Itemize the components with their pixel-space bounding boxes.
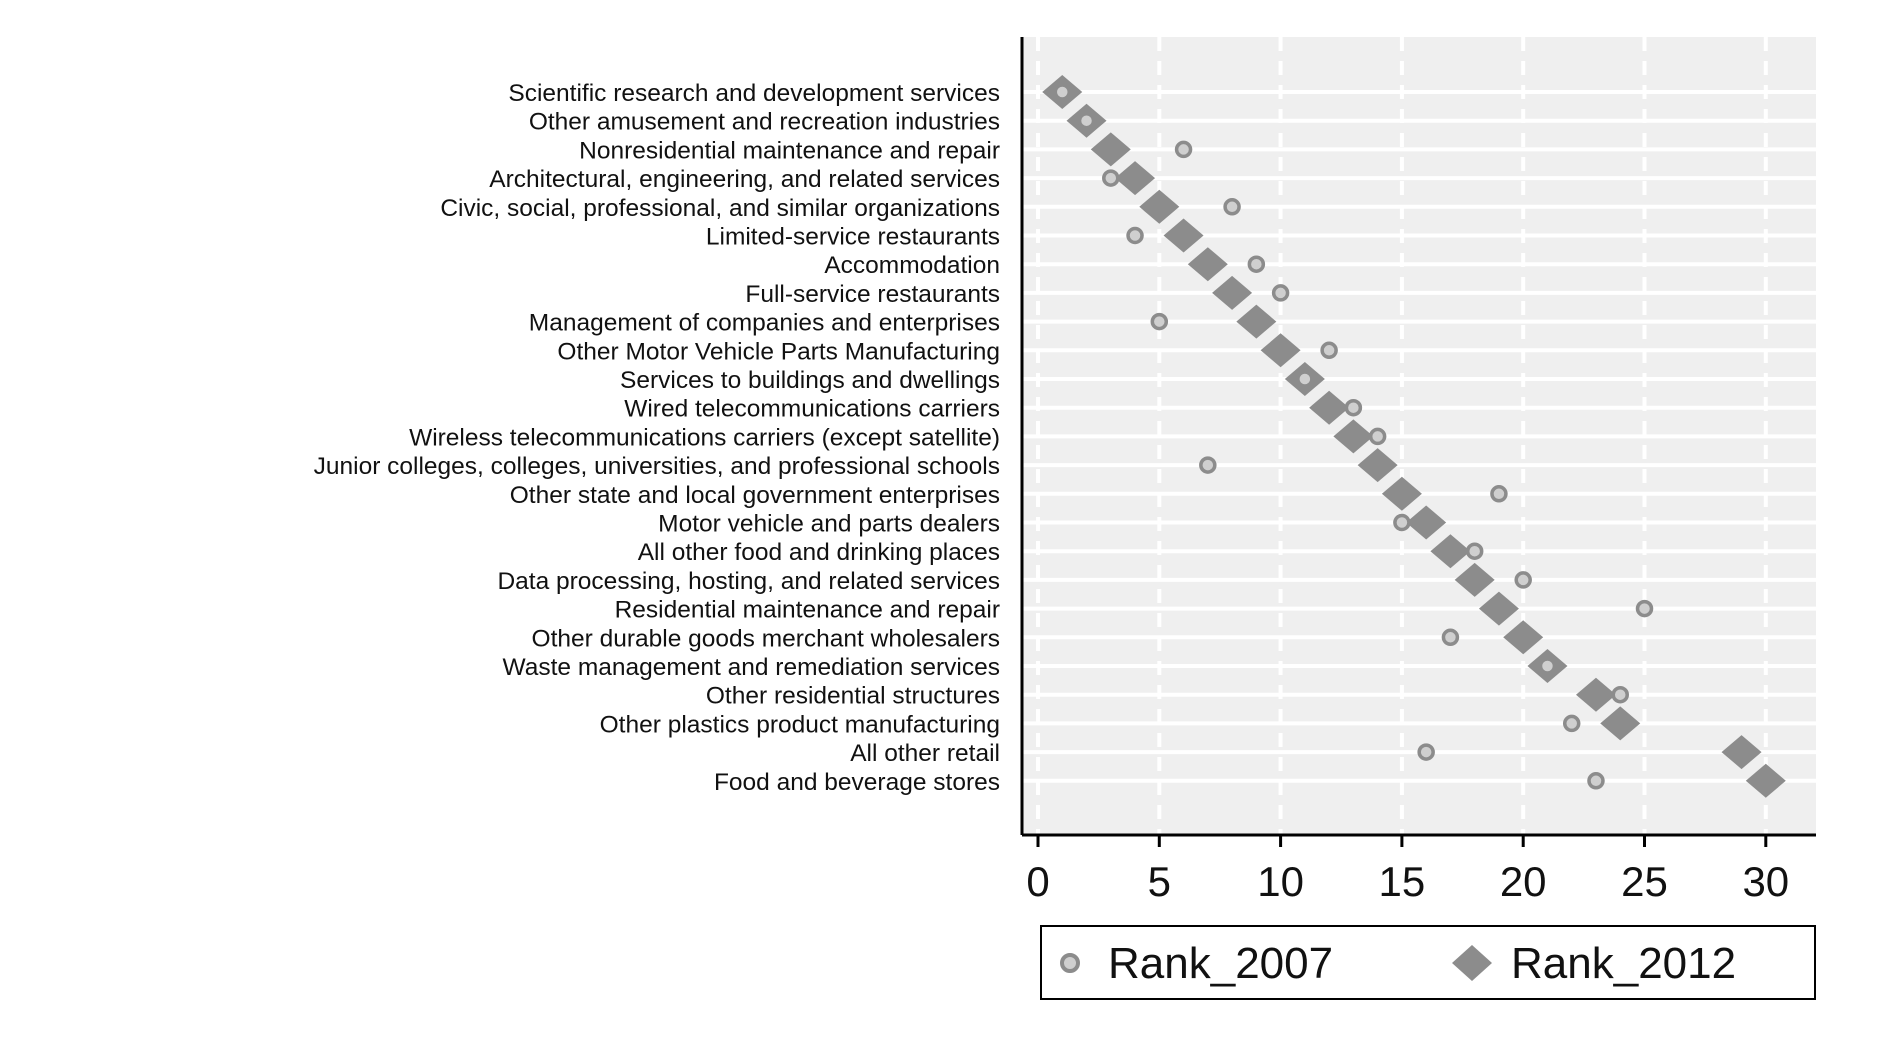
category-label: Other Motor Vehicle Parts Manufacturing	[557, 338, 1000, 365]
rank-2007-point	[1320, 341, 1338, 360]
rank-2007-point	[1102, 169, 1120, 187]
rank-2007-point	[1150, 312, 1169, 331]
rank-2007-point	[1344, 398, 1363, 417]
rank-2007-point	[1271, 284, 1290, 302]
rank-2012-point	[1721, 735, 1762, 770]
rank-2007-point	[1635, 599, 1654, 618]
category-label: Other amusement and recreation industrie…	[529, 109, 1000, 136]
rank-2012-point	[1333, 419, 1374, 454]
category-label: All other retail	[850, 740, 1000, 767]
legend-rank-2012-marker	[1452, 945, 1492, 981]
rank-2007-point	[1296, 370, 1314, 388]
category-label: Civic, social, professional, and similar…	[440, 195, 1000, 222]
rank-2007-point	[1538, 657, 1557, 675]
rank-2012-point	[1357, 448, 1398, 483]
category-label: Other state and local government enterpr…	[510, 482, 1000, 509]
category-label: Waste management and remediation service…	[502, 654, 1000, 681]
rank-2007-point	[1174, 140, 1193, 159]
rank-2007-point	[1611, 685, 1629, 704]
rank-2012-point	[1430, 534, 1471, 569]
rank-2012-point	[1309, 390, 1350, 425]
category-label: Data processing, hosting, and related se…	[497, 568, 1000, 595]
category-label: Other residential structures	[706, 683, 1000, 710]
category-label: Food and beverage stores	[714, 769, 1000, 796]
rank-2012-point	[1478, 591, 1519, 626]
rank-2007-point	[1077, 111, 1096, 130]
category-label: Accommodation	[824, 252, 1000, 279]
legend: Rank_2007 Rank_2012	[1040, 925, 1816, 1000]
category-label: Residential maintenance and repair	[615, 597, 1000, 624]
rank-2012-point	[1163, 218, 1204, 253]
rank-2007-point	[1587, 772, 1605, 790]
series-rank-2012	[1042, 75, 1786, 798]
category-label: Motor vehicle and parts dealers	[658, 511, 1000, 538]
category-label: Services to buildings and dwellings	[620, 367, 1000, 394]
x-tick-label: 20	[1500, 858, 1547, 905]
rank-2007-point	[1490, 485, 1508, 503]
rank-2007-point	[1514, 571, 1532, 589]
legend-rank-2007-marker	[1060, 953, 1080, 973]
category-label: Junior colleges, colleges, universities,…	[314, 453, 1000, 480]
rank-2012-point	[1600, 706, 1641, 741]
category-label: Nonresidential maintenance and repair	[579, 137, 1000, 164]
rank-2012-point	[1406, 505, 1447, 540]
category-label: Wired telecommunications carriers	[624, 396, 1000, 423]
legend-box	[1040, 925, 1816, 1000]
rank-2007-point	[1393, 513, 1411, 532]
rank-2012-point	[1575, 677, 1616, 712]
category-label: Other plastics product manufacturing	[600, 711, 1000, 738]
rank-2012-point	[1381, 476, 1422, 511]
rank-2012-point	[1236, 304, 1277, 339]
category-label: Limited-service restaurants	[706, 224, 1000, 251]
rank-2012-point	[1454, 562, 1495, 597]
category-label: Management of companies and enterprises	[529, 310, 1000, 337]
rank-2012-point	[1260, 333, 1301, 368]
rank-2012-point	[1212, 275, 1253, 310]
rank-2012-point	[1139, 189, 1180, 224]
legend-rank-2012-label: Rank_2012	[1511, 939, 1736, 988]
rank-2007-point	[1562, 714, 1581, 733]
rank-2007-point	[1126, 226, 1144, 245]
rank-2007-point	[1465, 542, 1484, 560]
series-rank-2007	[1053, 83, 1654, 790]
axes	[1020, 37, 1816, 837]
rank-2007-point	[1223, 198, 1241, 216]
category-label: Full-service restaurants	[745, 281, 1000, 308]
rank-2007-point	[1417, 743, 1435, 761]
rank-2012-point	[1187, 247, 1228, 282]
legend-rank-2007-label: Rank_2007	[1108, 939, 1333, 988]
category-label: All other food and drinking places	[638, 539, 1000, 566]
x-tick-label: 5	[1148, 858, 1171, 905]
category-label: Architectural, engineering, and related …	[489, 166, 1000, 193]
x-tick-label: 15	[1379, 858, 1426, 905]
x-tick-label: 10	[1257, 858, 1304, 905]
x-tick-label: 0	[1026, 858, 1049, 905]
grid-lines	[1022, 37, 1816, 835]
x-tick-label: 30	[1742, 858, 1789, 905]
rank-2007-point	[1199, 456, 1217, 474]
x-tick-label: 25	[1621, 858, 1668, 905]
rank-2012-point	[1745, 763, 1786, 798]
rank-2012-point	[1503, 620, 1544, 655]
category-labels: Scientific research and development serv…	[314, 80, 1000, 796]
rank-2012-point	[1090, 132, 1131, 167]
rank-2007-point	[1247, 255, 1266, 273]
category-label: Scientific research and development serv…	[508, 80, 1000, 107]
rank-2007-point	[1368, 427, 1387, 446]
category-label: Other durable goods merchant wholesalers	[532, 625, 1000, 652]
rank-2007-point	[1053, 83, 1072, 101]
rank-2012-point	[1115, 161, 1156, 196]
rank-2007-point	[1441, 628, 1460, 647]
x-tick-labels: 0 5 10 15 20 25 30	[1026, 835, 1789, 905]
category-label: Wireless telecommunications carriers (ex…	[409, 424, 1000, 451]
